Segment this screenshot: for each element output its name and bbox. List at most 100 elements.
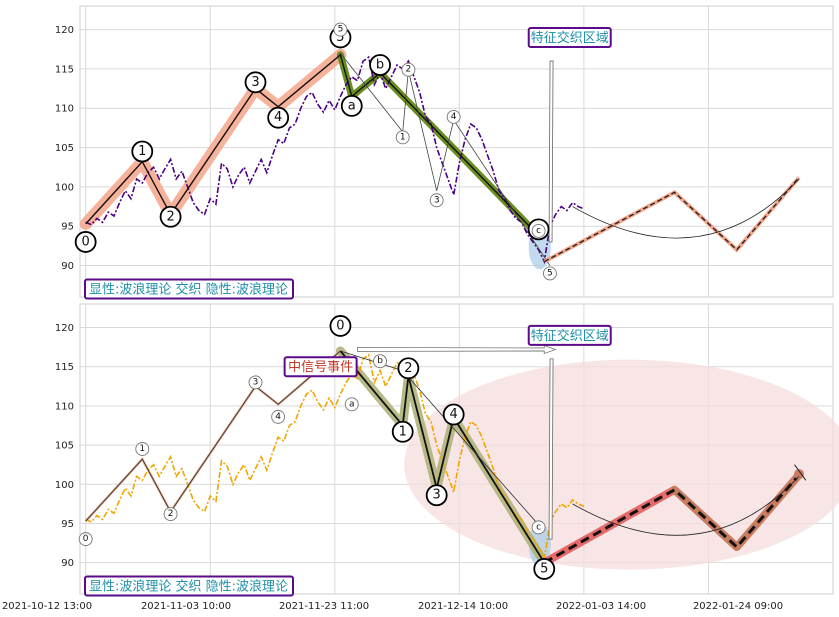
- wave-label-circle: [391, 420, 414, 443]
- wave-label-circle: [397, 357, 420, 380]
- wave-label-c: c: [536, 522, 541, 532]
- wave-label-circle: [78, 532, 93, 547]
- wave-label-1: 1: [139, 444, 145, 454]
- wave-label-4: 4: [451, 112, 457, 122]
- wave-label-0: 0: [82, 234, 90, 249]
- wave-label-circle: [446, 109, 461, 124]
- forecast-line: [543, 177, 800, 263]
- price-line: [85, 353, 585, 562]
- price-line: [85, 55, 585, 265]
- x-tick-label: 2022-01-24 09:00: [693, 601, 783, 612]
- y-tick-label: 95: [61, 222, 74, 233]
- y-tick-label: 90: [61, 261, 74, 272]
- region-label: 特征交织区域: [531, 30, 609, 46]
- wave-path: [339, 350, 546, 564]
- wave-label-3: 3: [251, 75, 259, 90]
- signal-arrow: [357, 344, 557, 355]
- wave-label-circle: [531, 520, 546, 535]
- wave-label-4: 4: [275, 412, 281, 422]
- wave-label-circle: [395, 130, 410, 145]
- x-axis: 2021-10-12 13:00 2021-11-03 10:00 2021-11-…: [2, 601, 783, 612]
- wave-label-3: 3: [434, 195, 440, 205]
- wave-label-circle: [429, 193, 444, 208]
- annotation-label-box: [84, 575, 294, 597]
- sub-wave-path: [340, 52, 551, 266]
- trend-arc: [572, 178, 800, 239]
- y-tick-label: 100: [55, 182, 74, 193]
- annotation-label: 显性:波浪理论 交织 隐性:波浪理论: [89, 579, 288, 595]
- wave-label-c: c: [536, 226, 541, 236]
- wave-label-1: 1: [400, 132, 406, 142]
- y-tick-label: 100: [55, 480, 74, 491]
- wave-label-a: a: [348, 98, 356, 113]
- wave-label-5: 5: [338, 25, 344, 35]
- wave-label-circle: [135, 442, 150, 456]
- region-ellipse: [404, 359, 839, 570]
- region-arrow: [548, 60, 554, 243]
- bottom-panel: 90 95 100 105 110 115 120 0 1 2 3 4 a b c 0 1 2 3 4 5 特征交织区域显…: [55, 303, 839, 597]
- y-tick-label: 95: [61, 519, 74, 530]
- y-tick-label: 105: [55, 441, 74, 452]
- forecast-endpoint: [794, 469, 805, 480]
- x-tick-label: 2021-11-03 10:00: [141, 601, 231, 612]
- wave-label-circle: [442, 403, 465, 426]
- x-tick-label: 2022-01-03 14:00: [556, 601, 646, 612]
- region-label-box: [527, 26, 612, 48]
- wave-label-circle: [401, 62, 416, 77]
- wave-label-circle: [244, 71, 267, 94]
- region-label: 特征交织区域: [531, 328, 609, 344]
- wave-label-circle: [425, 484, 448, 507]
- wave-label-circle: [267, 106, 290, 129]
- wave-label-4: 4: [274, 110, 282, 125]
- y-tick-label: 120: [55, 25, 74, 36]
- wave-label-circle: [248, 375, 263, 390]
- wave-label-2: 2: [166, 209, 174, 224]
- y-tick-label: 120: [55, 323, 74, 334]
- wave-label-4: 4: [450, 407, 458, 422]
- region-arrow: [548, 358, 554, 540]
- x-tick-label: 2021-12-14 10:00: [418, 601, 508, 612]
- wave-label-circle: [159, 205, 182, 228]
- wave-label-b: b: [376, 57, 384, 72]
- wave-label-1: 1: [138, 144, 146, 159]
- wave-label-circle: [271, 409, 286, 424]
- wave-label-circle: [369, 54, 391, 76]
- signal-label: 中信号事件: [288, 360, 353, 375]
- wave-label-circle: [542, 266, 557, 281]
- wave-label-2: 2: [168, 509, 174, 519]
- annotation-label-box: [84, 278, 294, 300]
- forecast-tick: [794, 464, 807, 481]
- wave-label-circle: [344, 397, 359, 412]
- y-tick-label: 105: [55, 143, 74, 154]
- wave-label-circle: [131, 140, 154, 163]
- wave-label-circle: [329, 315, 352, 337]
- y-tick-label: 110: [55, 104, 74, 115]
- forecast-line: [543, 473, 801, 564]
- wave-label-2: 2: [404, 361, 412, 376]
- y-tick-label: 115: [55, 362, 74, 373]
- wave-label-0: 0: [83, 534, 89, 544]
- y-tick-label: 110: [55, 401, 74, 412]
- y-tick-label: 115: [55, 64, 74, 75]
- wave-label-circle: [373, 354, 388, 369]
- wave-label-circle: [74, 231, 97, 253]
- x-tick-label: 2021-11-23 11:00: [279, 601, 369, 612]
- wave-label-circle: [163, 507, 178, 522]
- signal-label-box: [283, 356, 358, 378]
- wave-label-5: 5: [540, 561, 548, 576]
- y-tick-label: 90: [61, 558, 74, 569]
- x-tick-label: 2021-10-12 13:00: [2, 601, 92, 612]
- prior-wave-path: [85, 350, 341, 522]
- wave-label-0: 0: [336, 318, 344, 333]
- wave-label-circle: [340, 94, 363, 117]
- trend-arc: [572, 476, 800, 536]
- wave-label-circle: [531, 223, 546, 238]
- wave-label-a: a: [349, 399, 355, 409]
- wave-label-circle: [533, 558, 556, 580]
- top-panel: 9095100105110115120012345abc521345c特征交织区…: [55, 5, 834, 300]
- wave-label-3: 3: [253, 377, 259, 387]
- wave-path: [85, 53, 540, 237]
- annotation-label: 显性:波浪理论 交织 隐性:波浪理论: [89, 282, 288, 298]
- wave-label-1: 1: [399, 424, 407, 439]
